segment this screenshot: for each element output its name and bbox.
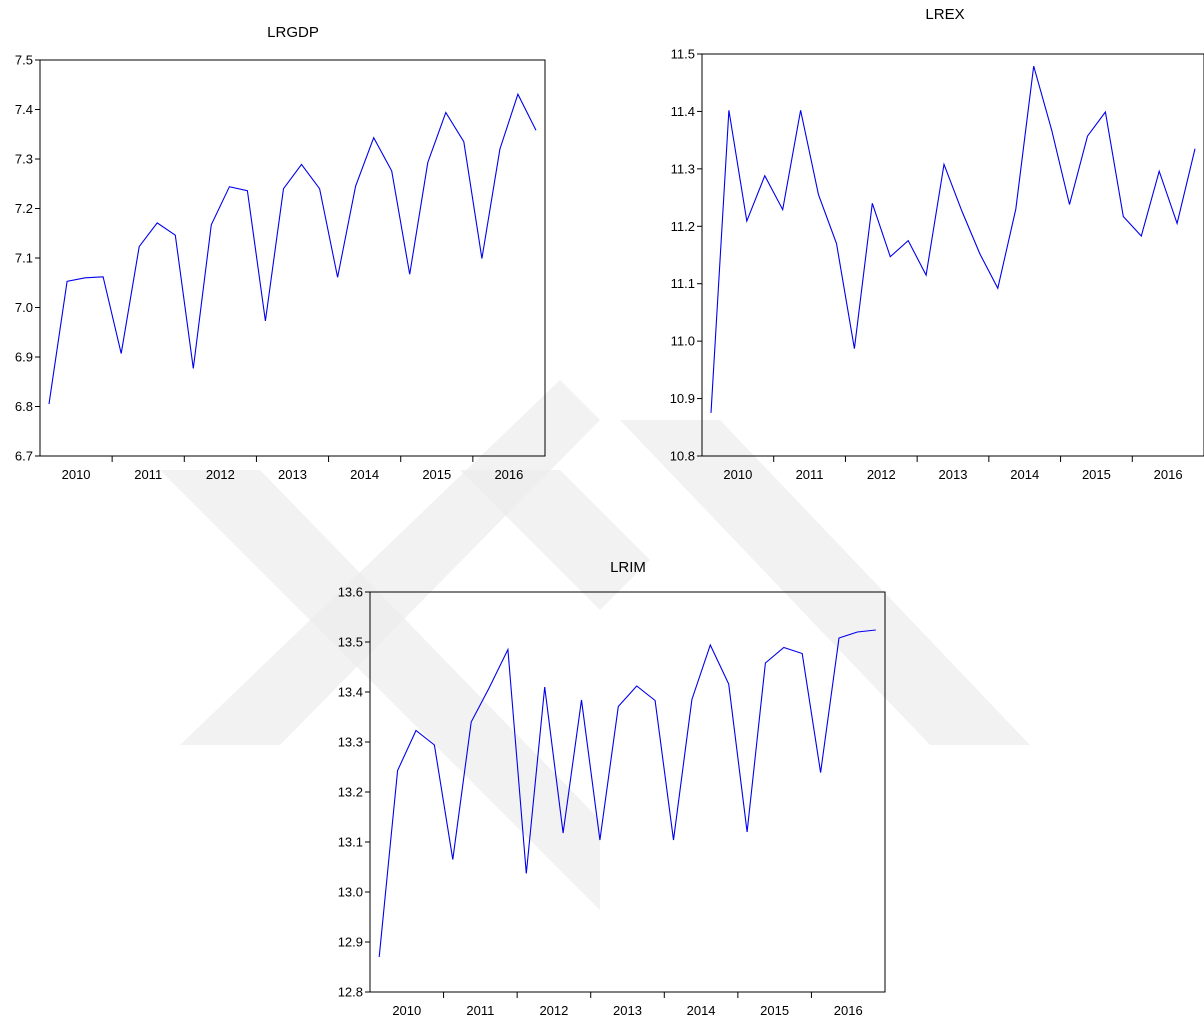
chart-title: LRGDP bbox=[267, 24, 319, 41]
y-tick-label: 13.2 bbox=[338, 785, 363, 800]
plot-frame bbox=[369, 591, 886, 993]
x-tick-label: 2011 bbox=[796, 467, 824, 482]
x-tick-label: 2015 bbox=[422, 467, 451, 482]
y-tick-label: 13.1 bbox=[338, 835, 363, 850]
x-tick-label: 2012 bbox=[867, 467, 896, 482]
y-tick-label: 11.0 bbox=[671, 334, 695, 349]
series-line bbox=[378, 629, 876, 958]
y-tick-label: 13.6 bbox=[338, 585, 363, 600]
x-tick-label: 2011 bbox=[134, 467, 162, 482]
y-tick-label: 12.9 bbox=[338, 935, 363, 950]
plot-frame bbox=[701, 53, 1204, 457]
chart-lrim: LRIM 12.8 12.9 13.0 13.1 13.2 13.3 13.4 13.5 13.6… bbox=[338, 559, 886, 1018]
y-tick-label: 11.2 bbox=[671, 219, 695, 234]
y-tick-label: 6.8 bbox=[15, 399, 33, 414]
stylized-y-logo-watermark-icon bbox=[160, 380, 1030, 910]
x-tick-label: 2010 bbox=[392, 1003, 421, 1018]
chart-lrgdp: LRGDP 6.7 6.8 6.9 7.0 7.1 7.2 7.3 7.4 7.5 2010 2011… bbox=[15, 24, 546, 482]
y-tick-label: 11.3 bbox=[671, 161, 695, 176]
x-tick-label: 2010 bbox=[723, 467, 752, 482]
series-line bbox=[48, 92, 537, 405]
y-tick-label: 6.9 bbox=[15, 350, 33, 365]
y-tick-label: 6.7 bbox=[15, 449, 33, 464]
y-tick-label: 11.1 bbox=[671, 276, 695, 291]
watermark-stroke-0 bbox=[160, 470, 600, 910]
x-tick-label: 2016 bbox=[1154, 467, 1183, 482]
x-tick-label: 2012 bbox=[206, 467, 235, 482]
x-tick-label: 2010 bbox=[62, 467, 91, 482]
y-tick-label: 13.4 bbox=[338, 685, 363, 700]
x-tick-label: 2014 bbox=[350, 467, 379, 482]
y-tick-label: 10.9 bbox=[670, 391, 695, 406]
y-tick-label: 13.0 bbox=[338, 885, 363, 900]
y-tick-label: 10.8 bbox=[670, 449, 695, 464]
y-tick-label: 13.5 bbox=[338, 635, 363, 650]
y-tick-label: 7.3 bbox=[15, 152, 33, 167]
x-tick-label: 2015 bbox=[1082, 467, 1111, 482]
x-tick-label: 2011 bbox=[466, 1003, 494, 1018]
y-tick-label: 7.4 bbox=[15, 102, 33, 117]
watermark-stroke-3 bbox=[180, 380, 600, 745]
x-tick-label: 2013 bbox=[939, 467, 968, 482]
x-tick-label: 2014 bbox=[687, 1003, 716, 1018]
y-tick-label: 7.5 bbox=[15, 53, 33, 68]
y-tick-label: 11.4 bbox=[671, 104, 695, 119]
watermark-stroke-2 bbox=[620, 420, 1030, 745]
y-tick-label: 11.5 bbox=[671, 47, 695, 62]
x-tick-label: 2016 bbox=[494, 467, 523, 482]
chart-title: LREX bbox=[925, 6, 964, 23]
watermark-logo bbox=[160, 380, 1030, 910]
x-tick-label: 2012 bbox=[539, 1003, 568, 1018]
y-tick-label: 13.3 bbox=[338, 735, 363, 750]
y-tick-label: 7.2 bbox=[15, 201, 33, 216]
x-tick-label: 2015 bbox=[760, 1003, 789, 1018]
x-tick-label: 2013 bbox=[613, 1003, 642, 1018]
y-tick-label: 7.0 bbox=[15, 300, 33, 315]
plot-frame bbox=[39, 59, 546, 457]
chart-title: LRIM bbox=[610, 559, 646, 576]
x-tick-label: 2014 bbox=[1010, 467, 1039, 482]
chart-lrex: LREX 10.8 10.9 11.0 11.1 11.2 11.3 11.4 11.5 2010… bbox=[670, 6, 1204, 482]
y-tick-label: 12.8 bbox=[338, 985, 363, 1000]
series-line bbox=[710, 65, 1196, 413]
y-tick-label: 7.1 bbox=[15, 251, 33, 266]
charts-container: LRGDP 6.7 6.8 6.9 7.0 7.1 7.2 7.3 7.4 7.5 2010 2011… bbox=[15, 6, 1204, 1018]
x-tick-label: 2013 bbox=[278, 467, 307, 482]
x-tick-label: 2016 bbox=[834, 1003, 863, 1018]
